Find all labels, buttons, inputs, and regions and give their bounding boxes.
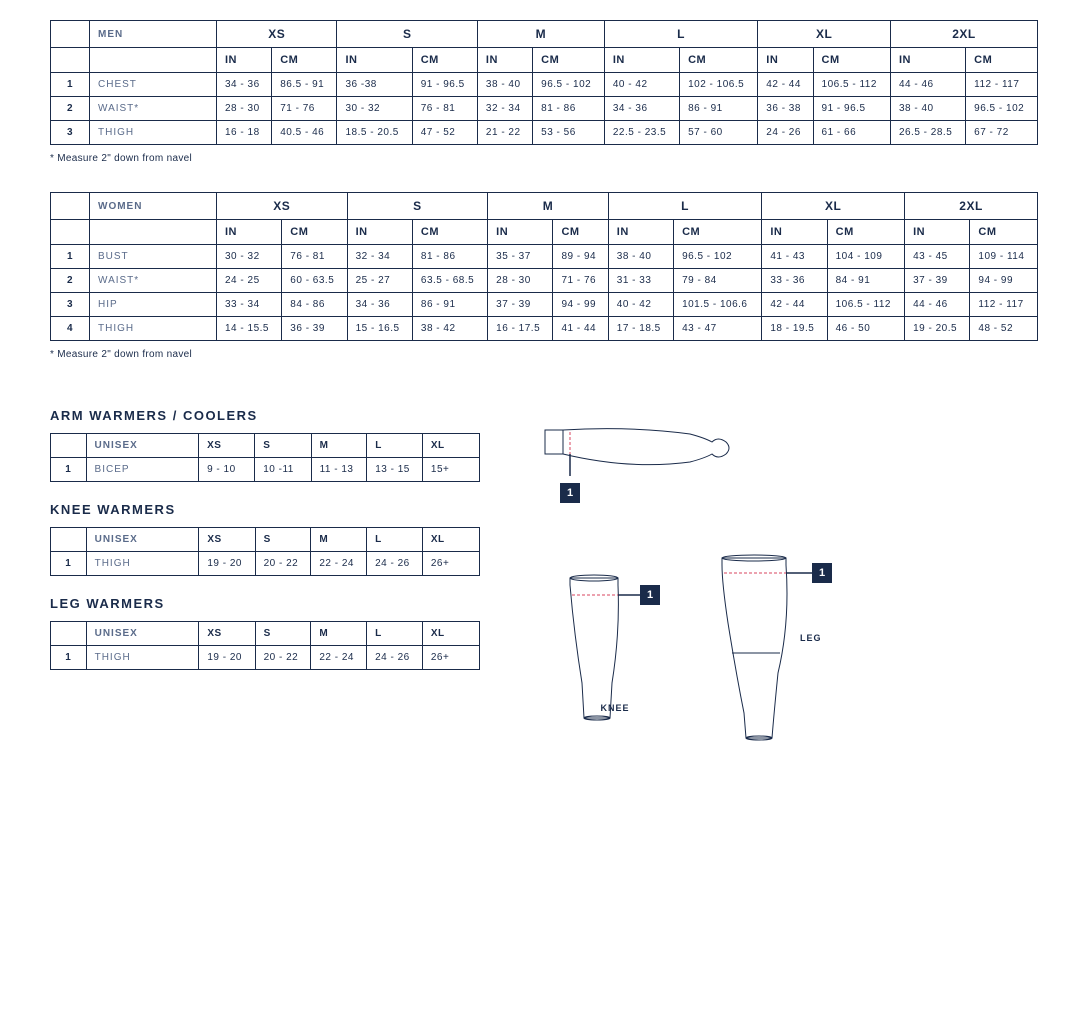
table-row: 1 THIGH 19 - 20 20 - 22 22 - 24 24 - 26 … — [51, 646, 480, 670]
women-size-table: WOMEN XS S M L XL 2XL INCM INCM INCM INC… — [50, 192, 1038, 341]
arm-table: UNISEX XS S M L XL 1 BICEP 9 - 10 10 -11… — [50, 433, 480, 482]
table-row: 2WAIST*24 - 2560 - 63.525 - 2763.5 - 68.… — [51, 269, 1038, 293]
leg-table: UNISEX XS S M L XL 1 THIGH 19 - 20 20 - … — [50, 621, 480, 670]
unit-cm: CM — [272, 48, 337, 73]
unit-row: INCM INCM INCM INCM INCM INCM — [51, 48, 1038, 73]
men-label: MEN — [90, 21, 217, 48]
arm-title: ARM WARMERS / COOLERS — [50, 408, 480, 423]
knee-table: UNISEX XS S M L XL 1 THIGH 19 - 20 20 - … — [50, 527, 480, 576]
leg-badge: 1 — [812, 563, 832, 583]
size-xs: XS — [217, 21, 337, 48]
unit-in: IN — [217, 48, 272, 73]
size-m: M — [477, 21, 604, 48]
table-row: 2WAIST*28 - 3071 - 7630 - 3276 - 8132 - … — [51, 97, 1038, 121]
table-row: 4THIGH14 - 15.536 - 3915 - 16.538 - 4216… — [51, 317, 1038, 341]
blank-cell — [51, 21, 90, 48]
table-row: 1 THIGH 19 - 20 20 - 22 22 - 24 24 - 26 … — [51, 552, 480, 576]
size-2xl: 2XL — [890, 21, 1037, 48]
leg-title: LEG WARMERS — [50, 596, 480, 611]
size-s: S — [337, 21, 477, 48]
knee-title: KNEE WARMERS — [50, 502, 480, 517]
leg-diagram: 1 LEG — [700, 553, 840, 758]
size-l: L — [604, 21, 757, 48]
leg-label: LEG — [800, 633, 822, 643]
knee-diagram: 1 KNEE — [540, 573, 660, 713]
table-row: 1 BICEP 9 - 10 10 -11 11 - 13 13 - 15 15… — [51, 458, 480, 482]
unit-row: INCM INCM INCM INCM INCM INCM — [51, 220, 1038, 245]
women-footnote: * Measure 2" down from navel — [50, 349, 1038, 360]
knee-badge: 1 — [640, 585, 660, 605]
table-row: 1BUST30 - 3276 - 8132 - 3481 - 8635 - 37… — [51, 245, 1038, 269]
men-footnote: * Measure 2" down from navel — [50, 153, 1038, 164]
size-xl: XL — [758, 21, 891, 48]
table-row: 3THIGH16 - 1840.5 - 4618.5 - 20.547 - 52… — [51, 121, 1038, 145]
men-size-table: MEN XS S M L XL 2XL INCM INCM INCM INCM … — [50, 20, 1038, 145]
arm-badge: 1 — [560, 483, 580, 503]
arm-icon — [540, 418, 740, 478]
leg-icon — [700, 553, 840, 753]
women-label: WOMEN — [90, 193, 217, 220]
table-row: 3HIP33 - 3484 - 8634 - 3686 - 9137 - 399… — [51, 293, 1038, 317]
unisex-label: UNISEX — [86, 434, 199, 458]
table-row: 1CHEST34 - 3686.5 - 9136 -3891 - 96.538 … — [51, 73, 1038, 97]
arm-diagram: 1 — [540, 418, 1038, 503]
